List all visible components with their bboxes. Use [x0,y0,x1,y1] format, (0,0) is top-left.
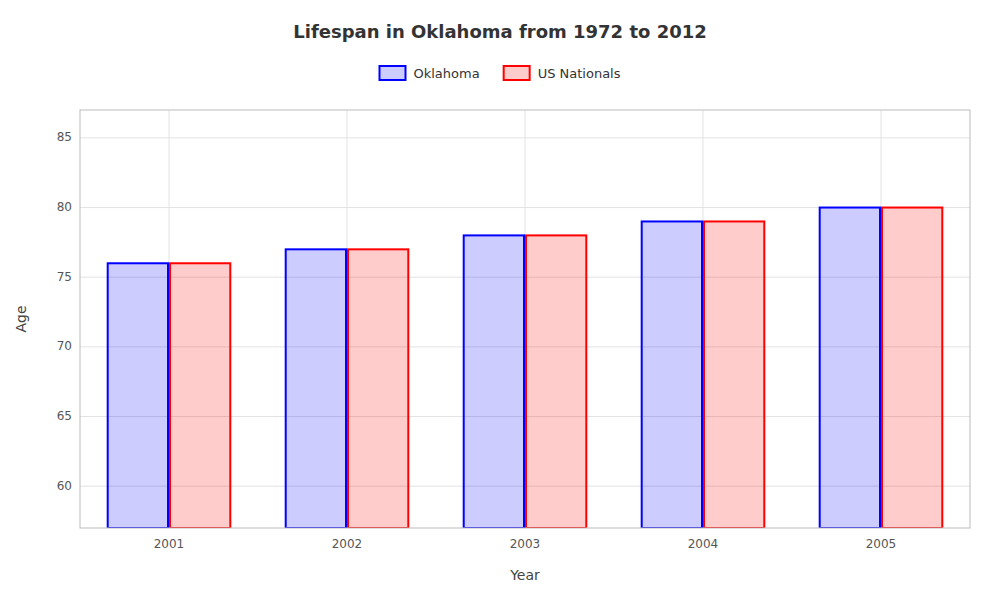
bar [170,263,230,528]
bar [464,235,524,528]
y-axis-label: Age [13,305,29,332]
y-tick-label: 75 [57,270,72,284]
y-tick-label: 85 [57,130,72,144]
y-tick-label: 70 [57,339,72,353]
x-tick-label: 2002 [332,537,363,551]
y-tick-label: 65 [57,409,72,423]
bar [882,208,942,528]
bar [704,221,764,528]
legend-item: US Nationals [504,66,621,81]
axes: 60 65 70 75 80 85 2001 2002 2003 2004 2005 [57,130,897,551]
bar [348,249,408,528]
x-tick-label: 2001 [154,537,185,551]
x-tick-label: 2005 [866,537,897,551]
bar [642,221,702,528]
y-tick-label: 60 [57,479,72,493]
x-axis-label: Year [509,567,540,583]
chart-container: 60 65 70 75 80 85 2001 2002 2003 2004 2005 Year Age L… [0,0,1000,600]
bars [108,208,943,528]
legend-label: US Nationals [538,66,621,81]
plot-frame [80,110,970,528]
legend-swatch [379,66,405,80]
legend: Oklahoma US Nationals [379,66,620,81]
y-tick-label: 80 [57,200,72,214]
chart-svg: 60 65 70 75 80 85 2001 2002 2003 2004 2005 Year Age L… [0,0,1000,600]
chart-title: Lifespan in Oklahoma from 1972 to 2012 [293,21,707,42]
x-tick-label: 2004 [688,537,719,551]
x-tick-label: 2003 [510,537,541,551]
bar [108,263,168,528]
bar [286,249,346,528]
legend-swatch [504,66,530,80]
legend-item: Oklahoma [379,66,479,81]
legend-label: Oklahoma [413,66,479,81]
bar [526,235,586,528]
bar [820,208,880,528]
grid [80,110,970,528]
